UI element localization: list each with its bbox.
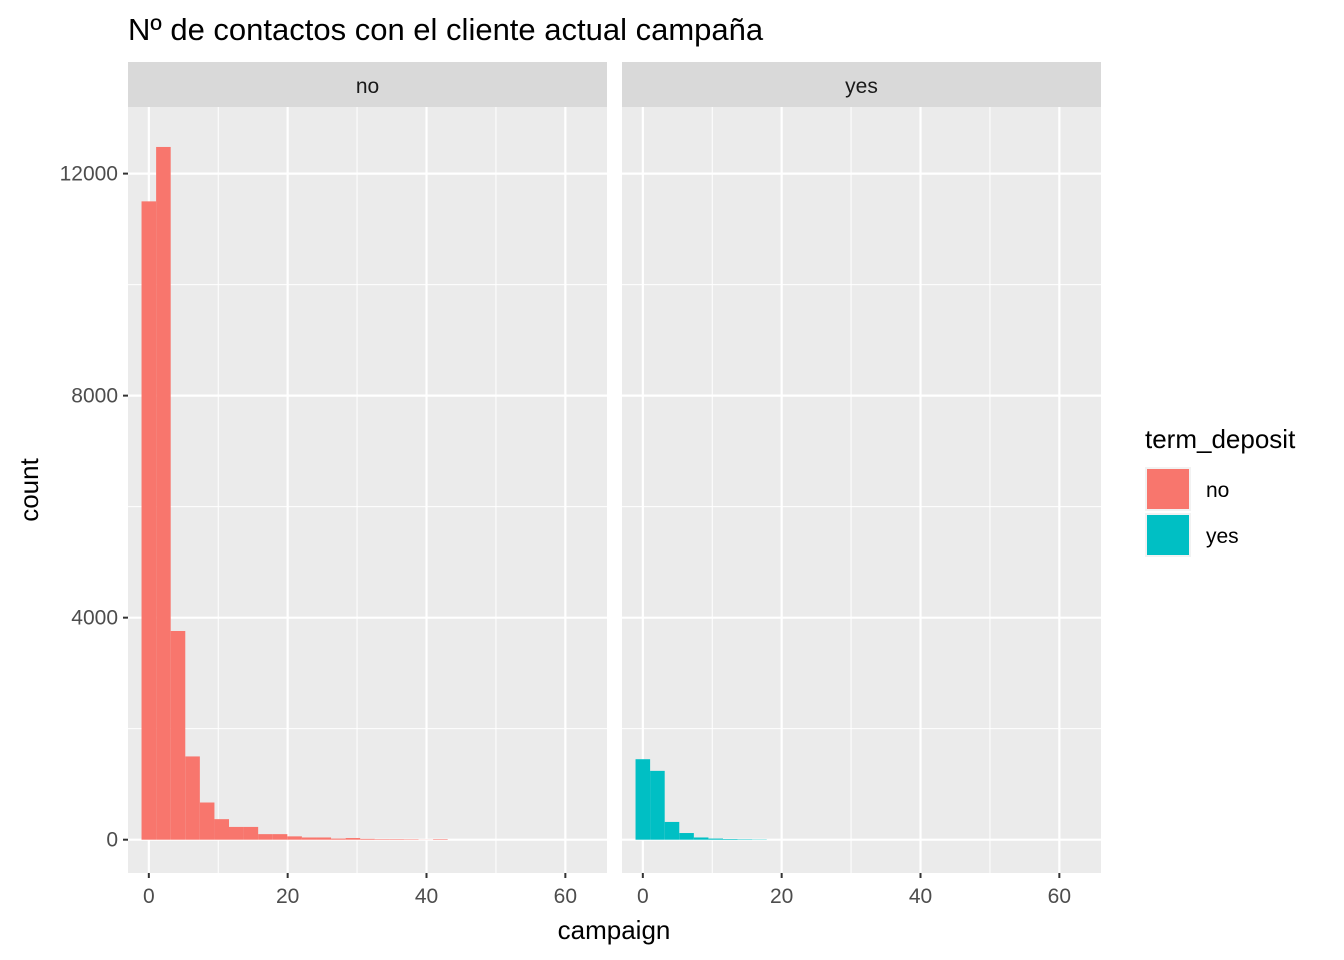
histogram-bar — [156, 146, 171, 840]
histogram-bar — [635, 759, 651, 840]
histogram-bar — [141, 201, 157, 840]
y-axis-title: count — [14, 457, 44, 521]
y-tick-label: 0 — [106, 829, 118, 852]
histogram-bar — [433, 839, 448, 840]
histogram-bar — [258, 834, 273, 840]
facet-panel-no: no 0 20 40 60 0 4000 8000 12000 — [60, 62, 607, 908]
histogram-bar — [272, 834, 288, 840]
legend-title: term_deposit — [1145, 424, 1296, 454]
facet-strip — [622, 62, 1101, 107]
histogram-bar — [374, 839, 390, 840]
histogram-bar — [693, 837, 709, 840]
histogram-bar — [199, 802, 215, 840]
legend-label-no: no — [1206, 479, 1229, 502]
y-tick-label: 8000 — [71, 385, 118, 408]
x-tick-label: 60 — [554, 885, 577, 908]
histogram-bar — [301, 837, 317, 840]
legend-label-yes: yes — [1206, 525, 1239, 548]
histogram-bar — [664, 821, 680, 840]
facet-strip-label: no — [356, 75, 379, 98]
x-tick-label: 20 — [276, 885, 299, 908]
legend-entries: no yes — [1145, 467, 1239, 557]
x-tick-label: 0 — [637, 885, 649, 908]
histogram-bar — [345, 838, 361, 840]
histogram-bar — [287, 836, 302, 840]
histogram-bar — [723, 839, 738, 840]
histogram-bar — [229, 826, 244, 840]
histogram-bar — [650, 770, 665, 840]
histogram-bar — [708, 838, 724, 840]
facet-panel-yes: yes 0 20 40 60 — [622, 62, 1101, 908]
legend: term_deposit no yes — [1145, 424, 1296, 557]
legend-swatch-yes — [1147, 515, 1189, 555]
x-tick-label: 40 — [415, 885, 438, 908]
histogram-bar — [185, 756, 200, 840]
y-tick-label: 12000 — [60, 163, 118, 186]
chart-title: Nº de contactos con el cliente actual ca… — [128, 12, 764, 47]
histogram-bar — [360, 838, 375, 840]
facet-strip-label: yes — [845, 75, 878, 98]
x-axis-title: campaign — [558, 915, 671, 945]
x-tick-label: 40 — [909, 885, 932, 908]
histogram-bar — [170, 630, 186, 840]
x-tick-label: 0 — [143, 885, 155, 908]
facet-strip — [128, 62, 607, 107]
histogram-bar — [214, 819, 230, 840]
panel-background — [622, 107, 1101, 873]
legend-swatch-no — [1147, 469, 1189, 509]
x-tick-label: 20 — [770, 885, 793, 908]
histogram-bar — [389, 839, 404, 840]
histogram-bar — [316, 837, 332, 840]
facet-panels: no 0 20 40 60 0 4000 8000 12000 yes 0 20 40 60 — [60, 62, 1101, 908]
histogram-bar — [679, 833, 694, 840]
y-tick-label: 4000 — [71, 607, 118, 630]
x-tick-label: 60 — [1048, 885, 1071, 908]
histogram-bar — [243, 826, 259, 840]
panel-background — [128, 107, 607, 873]
histogram-bar — [331, 838, 346, 840]
